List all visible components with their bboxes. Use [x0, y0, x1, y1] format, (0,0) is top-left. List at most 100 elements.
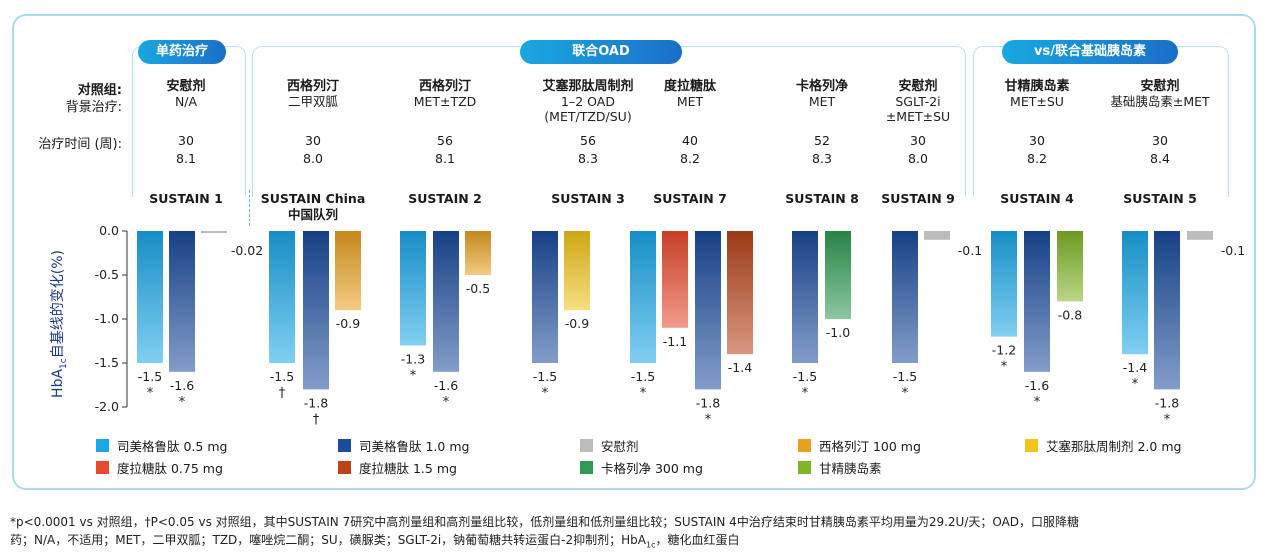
background-therapy: MET — [808, 94, 836, 109]
baseline-hba1c: 8.3 — [812, 151, 832, 166]
trial-name-line1: SUSTAIN 1 — [149, 191, 223, 206]
study-header-3: 艾塞那肽周制剂 1–2 OAD (MET/TZD/SU) — [518, 79, 658, 124]
study-header-5: 卡格列净 MET — [752, 79, 892, 109]
group-pill-monotherapy: 单药治疗 — [138, 40, 226, 64]
legend-item-sema05: 司美格鲁肽 0.5 mg — [96, 436, 227, 455]
control-arm: 艾塞那肽周制剂 — [542, 79, 634, 94]
control-arm: 安慰剂 — [898, 79, 938, 94]
duration-weeks: 52 — [814, 133, 830, 148]
row-label-duration: 治疗时间 (周): — [38, 137, 122, 152]
y-axis-title: HbA1c自基线的变化(%) — [50, 250, 69, 398]
row-label-control: 对照组: — [77, 83, 122, 98]
baseline-hba1c: 8.0 — [303, 151, 323, 166]
legend-label: 卡格列净 300 mg — [601, 461, 703, 476]
trial-name-line1: SUSTAIN 3 — [551, 191, 625, 206]
legend-label: 安慰剂 — [601, 439, 639, 454]
study-header-2: 西格列汀 MET±TZD — [375, 79, 515, 109]
study-header-8: 安慰剂 基础胰岛素±MET — [1090, 79, 1230, 109]
background-therapy: 二甲双胍 — [287, 94, 338, 109]
duration-weeks: 56 — [437, 133, 453, 148]
footnote-line2: 药；N/A，不适用；MET，二甲双胍；TZD，噻唑烷二酮；SU，磺脲类；SGLT… — [10, 533, 740, 550]
study-header-6: 安慰剂 SGLT-2i ±MET±SU — [848, 79, 988, 124]
legend-swatch — [580, 439, 593, 452]
trial-name: SUSTAIN 8 — [767, 191, 877, 207]
duration-weeks: 30 — [305, 133, 321, 148]
baseline-hba1c: 8.1 — [176, 151, 196, 166]
legend-swatch — [338, 461, 351, 474]
china-separator — [249, 190, 250, 226]
control-arm: 安慰剂 — [1140, 79, 1180, 94]
legend-swatch — [338, 439, 351, 452]
control-arm: 安慰剂 — [166, 79, 206, 94]
legend-swatch — [580, 461, 593, 474]
legend-swatch — [798, 439, 811, 452]
legend-item-dula15: 度拉糖肽 1.5 mg — [338, 458, 457, 477]
trial-name-line2: 中国队列 — [287, 207, 338, 222]
legend-label: 司美格鲁肽 0.5 mg — [117, 439, 228, 454]
duration-weeks: 30 — [1152, 133, 1168, 148]
legend-item-glar: 甘精胰岛素 — [798, 458, 882, 477]
baseline-hba1c: 8.2 — [1027, 151, 1047, 166]
control-arm: 西格列汀 — [286, 79, 339, 94]
study-header-1: 西格列汀 二甲双胍 — [243, 79, 383, 109]
background-therapy-2: (MET/TZD/SU) — [544, 109, 632, 124]
group-box-monotherapy — [132, 46, 246, 197]
trial-name-line1: SUSTAIN 2 — [408, 191, 482, 206]
study-header-7: 甘精胰岛素 MET±SU — [967, 79, 1107, 109]
trial-name: SUSTAIN 7 — [635, 191, 745, 207]
background-therapy: 基础胰岛素±MET — [1110, 94, 1210, 109]
legend-swatch — [798, 461, 811, 474]
baseline-hba1c: 8.4 — [1150, 151, 1170, 166]
study-header-0: 安慰剂 N/A — [116, 79, 256, 109]
study-header-4: 度拉糖肽 MET — [620, 79, 760, 109]
control-arm: 甘精胰岛素 — [1004, 79, 1070, 94]
trial-name: SUSTAIN 1 — [131, 191, 241, 207]
trial-name-line1: SUSTAIN 7 — [653, 191, 727, 206]
legend-item-sema10: 司美格鲁肽 1.0 mg — [338, 436, 469, 455]
trial-name-line1: SUSTAIN 5 — [1123, 191, 1197, 206]
background-therapy-2: ±MET±SU — [885, 109, 951, 124]
legend-label: 司美格鲁肽 1.0 mg — [359, 439, 470, 454]
baseline-hba1c: 8.2 — [680, 151, 700, 166]
control-arm: 卡格列净 — [795, 79, 848, 94]
background-therapy: MET — [676, 94, 704, 109]
legend-item-dula075: 度拉糖肽 0.75 mg — [96, 458, 223, 477]
legend-swatch — [1025, 439, 1038, 452]
background-therapy: SGLT-2i — [895, 94, 941, 109]
legend-item-exen: 艾塞那肽周制剂 2.0 mg — [1025, 436, 1181, 455]
legend-swatch — [96, 461, 109, 474]
trial-name: SUSTAIN 2 — [390, 191, 500, 207]
trial-name-line1: SUSTAIN 8 — [785, 191, 859, 206]
background-therapy: MET±TZD — [413, 94, 477, 109]
duration-weeks: 30 — [910, 133, 926, 148]
duration-weeks: 30 — [1029, 133, 1045, 148]
trial-name-line1: SUSTAIN 4 — [1000, 191, 1074, 206]
trial-name: SUSTAIN China 中国队列 — [258, 191, 368, 223]
trial-name-line1: SUSTAIN China — [260, 191, 366, 206]
group-box-insulin — [973, 46, 1229, 197]
trial-name-line1: SUSTAIN 9 — [881, 191, 955, 206]
duration-weeks: 30 — [178, 133, 194, 148]
legend-label: 西格列汀 100 mg — [819, 439, 921, 454]
legend-item-placebo: 安慰剂 — [580, 436, 639, 455]
group-pill-oad: 联合OAD — [520, 40, 682, 64]
legend-label: 艾塞那肽周制剂 2.0 mg — [1046, 439, 1182, 454]
footnote-line1: *p<0.0001 vs 对照组，†P<0.05 vs 对照组，其中SUSTAI… — [10, 515, 1080, 529]
background-therapy: N/A — [174, 94, 198, 109]
control-arm: 西格列汀 — [418, 79, 471, 94]
trial-name: SUSTAIN 3 — [533, 191, 643, 207]
duration-weeks: 56 — [580, 133, 596, 148]
legend-item-cana: 卡格列净 300 mg — [580, 458, 703, 477]
legend-label: 度拉糖肽 0.75 mg — [117, 461, 223, 476]
legend-swatch — [96, 439, 109, 452]
duration-weeks: 40 — [682, 133, 698, 148]
baseline-hba1c: 8.0 — [908, 151, 928, 166]
legend-label: 度拉糖肽 1.5 mg — [359, 461, 457, 476]
trial-name: SUSTAIN 9 — [863, 191, 973, 207]
legend-label: 甘精胰岛素 — [819, 461, 882, 476]
background-therapy: 1–2 OAD — [561, 94, 615, 109]
background-therapy: MET±SU — [1010, 94, 1064, 109]
baseline-hba1c: 8.3 — [578, 151, 598, 166]
trial-name: SUSTAIN 5 — [1105, 191, 1215, 207]
footnote: *p<0.0001 vs 对照组，†P<0.05 vs 对照组，其中SUSTAI… — [10, 513, 1265, 554]
